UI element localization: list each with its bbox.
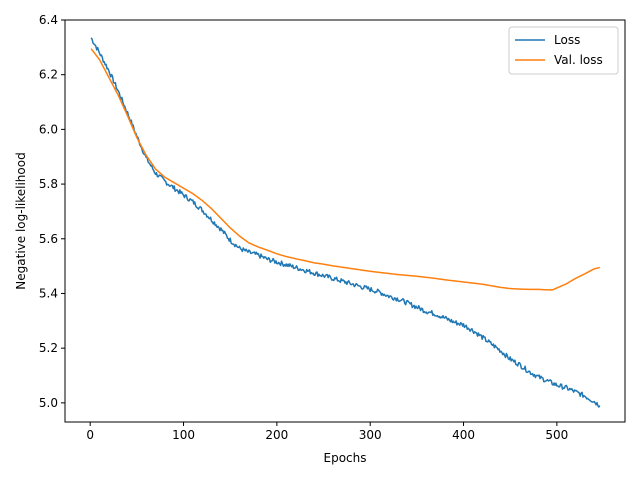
legend: Loss Val. loss [508,26,619,75]
x-tick-label: 200 [265,428,288,442]
y-tick-label: 6.2 [39,68,58,82]
x-axis-ticks: 0 100 200 300 400 500 [86,422,568,442]
y-axis-label: Negative log-likelihood [14,152,28,289]
x-tick-label: 0 [86,428,94,442]
plot-frame [64,19,626,423]
y-tick-label: 5.2 [39,341,58,355]
y-axis-ticks: 5.0 5.2 5.4 5.6 5.8 6.0 6.2 6.4 [39,13,65,410]
y-tick-label: 5.0 [39,396,58,410]
legend-box [508,26,619,75]
series-layer [90,37,601,408]
y-tick-label: 6.0 [39,122,58,136]
x-axis-label: Epochs [324,451,367,465]
legend-label-0: Loss [554,33,580,47]
x-tick-label: 100 [172,428,195,442]
series-line-1 [90,48,600,291]
y-tick-label: 6.4 [39,13,58,27]
y-tick-label: 5.8 [39,177,58,191]
x-tick-label: 400 [452,428,475,442]
legend-label-1: Val. loss [554,53,603,67]
x-tick-label: 300 [359,428,382,442]
y-tick-label: 5.4 [39,286,58,300]
y-tick-label: 5.6 [39,232,58,246]
series-line-0 [90,37,601,408]
x-tick-label: 500 [545,428,568,442]
